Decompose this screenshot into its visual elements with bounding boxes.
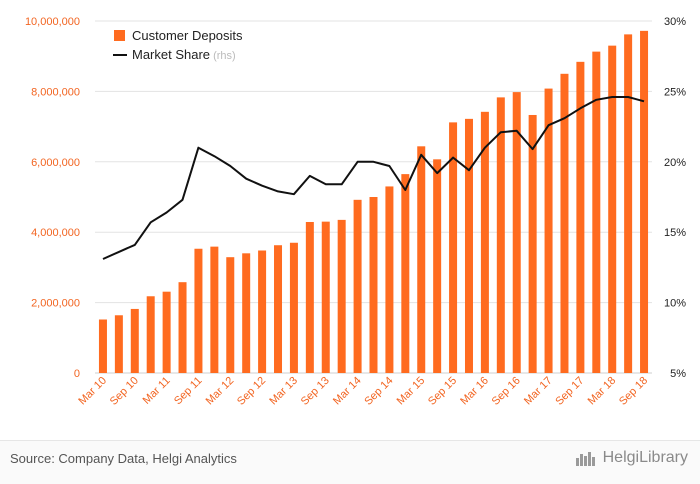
footer: Source: Company Data, Helgi Analytics He… — [0, 440, 700, 484]
deposit-bar — [321, 221, 330, 373]
right-axis-tick-label: 15% — [664, 227, 686, 239]
deposit-bar — [114, 315, 123, 373]
deposit-bar — [449, 122, 458, 373]
legend-bar-label: Customer Deposits — [132, 28, 243, 43]
x-axis-tick-label: Sep 17 — [553, 375, 586, 408]
deposit-bar — [210, 246, 219, 373]
deposit-bar — [417, 146, 426, 373]
deposit-bar — [289, 242, 298, 373]
x-axis-tick-label: Sep 12 — [235, 375, 268, 408]
deposit-bar — [480, 111, 489, 373]
helgi-library-logo-icon — [575, 452, 595, 466]
left-axis-tick-label: 8,000,000 — [31, 86, 80, 98]
deposit-bar — [624, 34, 633, 373]
deposit-bar — [464, 118, 473, 373]
deposit-bar — [608, 45, 617, 373]
x-axis-tick-label: Mar 13 — [267, 375, 300, 408]
deposit-bar — [544, 88, 553, 374]
deposit-bar — [385, 186, 394, 373]
deposit-bar — [194, 248, 203, 373]
deposit-bars — [98, 30, 649, 374]
deposit-bar — [640, 30, 649, 374]
right-axis-tick-label: 10% — [664, 298, 686, 310]
deposit-bar — [178, 282, 187, 373]
legend-line-suffix: (rhs) — [210, 50, 236, 62]
x-axis-tick-label: Mar 17 — [522, 375, 555, 408]
deposit-bar — [353, 199, 362, 373]
left-axis-tick-label: 0 — [74, 368, 80, 380]
right-axis-ticks: 5% 10% 15% 20% 25% 30% — [664, 16, 686, 380]
deposit-bar — [130, 308, 139, 373]
x-axis-tick-label: Mar 15 — [395, 375, 428, 408]
legend-bar-swatch — [114, 30, 125, 41]
source-text: Source: Company Data, Helgi Analytics — [10, 451, 237, 466]
right-axis-tick-label: 5% — [670, 368, 686, 380]
x-axis-tick-label: Sep 18 — [617, 375, 650, 408]
x-axis-tick-label: Sep 15 — [426, 375, 459, 408]
deposit-bar — [560, 73, 569, 374]
left-axis-ticks: 0 2,000,000 4,000,000 6,000,000 8,000,000 10,… — [25, 16, 80, 380]
left-axis-tick-label: 6,000,000 — [31, 157, 80, 169]
right-axis-tick-label: 30% — [664, 16, 686, 28]
brand-name: HelgiLibrary — [602, 449, 688, 466]
x-axis-tick-label: Sep 14 — [362, 375, 395, 408]
x-axis-tick-label: Sep 11 — [172, 375, 205, 408]
x-axis-tick-label: Mar 18 — [586, 375, 619, 408]
deposit-bar — [274, 245, 283, 373]
left-axis-tick-label: 4,000,000 — [31, 227, 80, 239]
x-axis-tick-label: Mar 11 — [141, 375, 173, 407]
deposit-bar — [528, 114, 537, 373]
deposit-bar — [226, 257, 235, 373]
deposit-bar — [146, 296, 155, 373]
deposit-bar — [305, 221, 314, 373]
deposit-bar — [576, 61, 585, 373]
legend: Customer Deposits Market Share (rhs) — [113, 28, 243, 62]
left-axis-tick-label: 10,000,000 — [25, 16, 80, 28]
deposit-bar — [98, 319, 107, 373]
deposit-bar — [258, 250, 267, 373]
x-axis-tick-label: Mar 12 — [204, 375, 237, 408]
right-axis-tick-label: 25% — [664, 86, 686, 98]
deposit-bar — [242, 253, 251, 373]
deposit-bar — [433, 159, 442, 373]
deposit-bar — [496, 97, 505, 373]
deposit-bar — [592, 51, 601, 374]
right-axis-tick-label: 20% — [664, 157, 686, 169]
deposit-bar — [162, 291, 171, 373]
x-axis-tick-label: Sep 10 — [108, 375, 141, 408]
x-axis-tick-label: Mar 14 — [331, 375, 364, 408]
deposit-bar — [401, 174, 410, 373]
left-axis-tick-label: 2,000,000 — [31, 298, 80, 310]
x-axis-tick-label: Mar 16 — [458, 375, 491, 408]
x-axis-tick-label: Sep 13 — [299, 375, 332, 408]
deposit-bar — [337, 219, 346, 373]
deposit-bar — [512, 92, 521, 373]
brand[interactable]: HelgiLibrary — [575, 449, 688, 467]
legend-line-label: Market Share (rhs) — [132, 47, 236, 62]
deposit-bar — [369, 197, 378, 373]
x-axis-tick-label: Sep 16 — [490, 375, 523, 408]
market-share-line — [102, 96, 645, 260]
x-axis-tick-label: Mar 10 — [76, 375, 109, 408]
